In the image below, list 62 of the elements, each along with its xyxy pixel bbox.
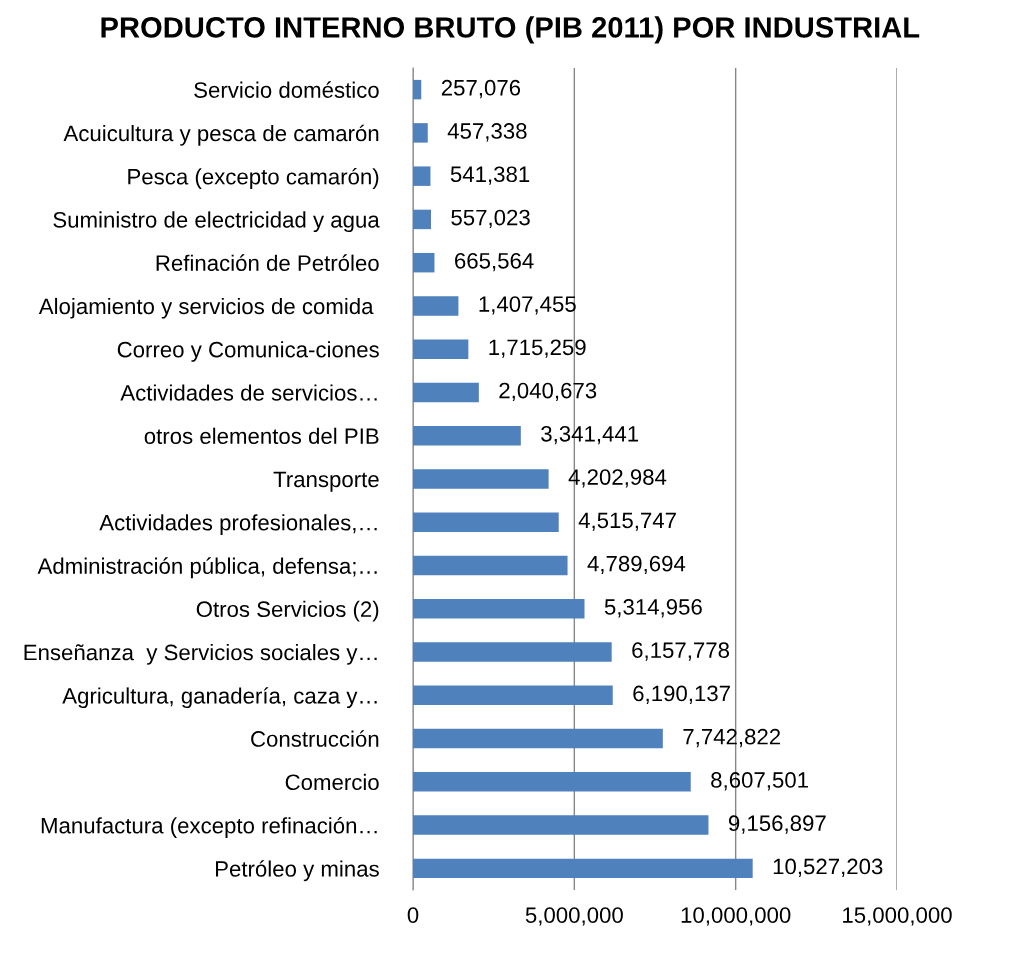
bar: [413, 166, 431, 186]
bar: [413, 469, 549, 489]
bar: [413, 209, 431, 230]
bar: [413, 382, 479, 403]
data-label: 4,515,747: [578, 512, 676, 531]
y-tick-label: Construcción: [251, 730, 379, 747]
data-label: 7,742,822: [683, 728, 781, 748]
y-tick-label: Otros Servicios (2): [196, 600, 379, 622]
y-tick-label: Transporte: [273, 471, 379, 492]
bar: [413, 728, 663, 749]
bar: [413, 599, 585, 619]
bar: [413, 79, 422, 100]
y-tick-label: Alojamiento y servicios de comida: [38, 297, 374, 319]
bar: [413, 252, 435, 273]
data-label: 541,381: [450, 166, 530, 185]
bar: [413, 815, 709, 835]
data-label: 8,607,501: [711, 772, 808, 791]
y-tick-label: Agricultura, ganadería, caza y…: [62, 687, 377, 709]
x-tick-label: 0: [407, 907, 419, 923]
data-label: 257,076: [441, 79, 521, 99]
data-label: 9,156,897: [728, 815, 826, 834]
y-tick-label: Enseñanza y Servicios sociales y…: [24, 644, 377, 665]
data-label: 5,314,956: [604, 599, 702, 618]
bar: [413, 642, 612, 662]
y-tick-label: Correo y Comunica-ciones: [117, 341, 379, 362]
y-tick-label: Actividades profesionales,…: [99, 514, 377, 535]
data-label: 557,023: [451, 209, 530, 229]
x-tick-label: 10,000,000: [681, 907, 791, 926]
data-label: 6,190,137: [633, 685, 730, 704]
bar: [413, 512, 559, 532]
x-tick-label: 5,000,000: [525, 907, 623, 926]
y-tick-label: Suministro de electricidad y agua: [53, 211, 380, 233]
bar: [413, 858, 753, 879]
y-tick-label: Comercio: [285, 773, 379, 791]
data-label: 665,564: [455, 252, 534, 272]
bar: [413, 555, 568, 576]
y-tick-label: Actividades de servicios…: [120, 384, 377, 401]
data-label: 1,407,455: [479, 296, 576, 315]
bar: [413, 123, 428, 143]
bar: [413, 685, 613, 706]
x-tick-label: 15,000,000: [843, 907, 952, 926]
data-label: 2,040,673: [499, 382, 597, 402]
bar: [413, 772, 691, 792]
bar: [413, 426, 521, 446]
y-tick-label: Petróleo y minas: [215, 860, 379, 882]
chart-title: PRODUCTO INTERNO BRUTO (PIB 2011) POR INDUSTRIAL: [101, 16, 920, 44]
y-tick-label: Pesca (excepto camarón): [128, 167, 379, 189]
data-label: 10,527,203: [773, 858, 883, 877]
y-tick-label: otros elementos del PIB: [144, 427, 379, 445]
y-tick-label: Manufactura (excepto refinación…: [41, 816, 377, 838]
y-tick-label: Refinación de Petróleo: [156, 254, 379, 271]
data-label: 4,202,984: [568, 469, 667, 488]
y-tick-label: Acuicultura y pesca de camarón: [63, 124, 379, 146]
data-label: 4,789,694: [587, 555, 686, 575]
y-tick-label: Administración pública, defensa;…: [37, 557, 377, 579]
data-label: 6,157,778: [632, 642, 730, 661]
data-label: 3,341,441: [541, 425, 639, 445]
data-label: 457,338: [447, 123, 527, 142]
bar: [413, 296, 459, 316]
data-label: 1,715,259: [489, 339, 586, 358]
y-tick-label: Servicio doméstico: [194, 81, 379, 98]
bar: [413, 339, 469, 359]
